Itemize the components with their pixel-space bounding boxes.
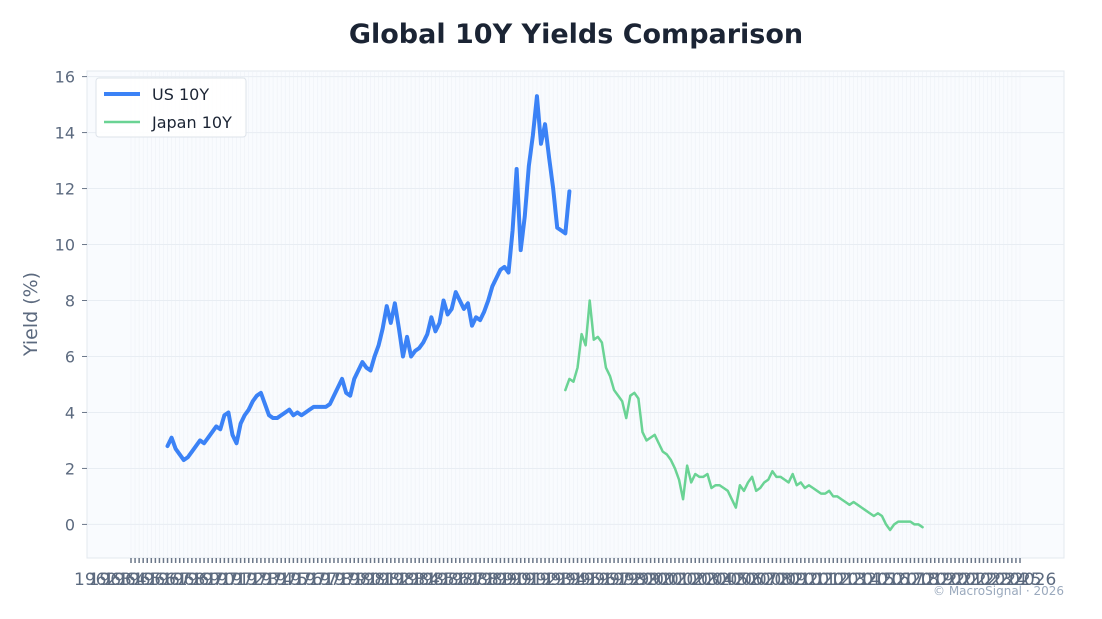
x-tick-label: 1981	[353, 570, 396, 590]
x-tick-label: 1965	[118, 570, 161, 590]
y-tick-label: 10	[55, 236, 75, 255]
x-tick-label: 1976	[279, 570, 322, 590]
credit-text: © MacroSignal · 2026	[933, 584, 1064, 598]
x-tick-label: 1972	[221, 570, 264, 590]
x-tick-label: 1974	[250, 570, 293, 590]
legend: US 10Y Japan 10Y	[95, 77, 247, 138]
x-tick-label: 1971	[206, 570, 249, 590]
x-tick-label: 2022	[954, 570, 997, 590]
x-tick-label: 2020	[925, 570, 968, 590]
x-tick-label: 1992	[514, 570, 557, 590]
x-tick-label: 2002	[661, 570, 704, 590]
y-axis-label: Yield (%)	[20, 272, 42, 357]
x-tick-label: 2014	[837, 570, 880, 590]
x-tick-label: 2009	[764, 570, 807, 590]
x-tick-label: 1993	[529, 570, 572, 590]
x-tick-label: 1990	[485, 570, 528, 590]
x-tick-label: 2025	[998, 570, 1041, 590]
x-tick-label: 1980	[338, 570, 381, 590]
legend-label-us-10y: US 10Y	[152, 85, 209, 104]
x-tick-label: 2012	[808, 570, 851, 590]
x-tick-label: 1999	[617, 570, 660, 590]
x-tick-label: 1962	[74, 570, 117, 590]
x-tick-label: 1997	[588, 570, 631, 590]
x-tick-label: 1967	[147, 570, 190, 590]
x-tick-label: 2016	[866, 570, 909, 590]
chart-title: Global 10Y Yields Comparison	[349, 19, 803, 50]
x-tick-label: 1989	[470, 570, 513, 590]
x-tick-label: 1986	[426, 570, 469, 590]
x-tick-label: 1970	[191, 570, 234, 590]
x-tick-label: 2000	[632, 570, 675, 590]
x-tick-label: 1966	[133, 570, 176, 590]
grid-lines	[87, 71, 1064, 558]
x-tick-label: 1979	[323, 570, 366, 590]
x-tick-label: 2006	[720, 570, 763, 590]
legend-label-japan-10y: Japan 10Y	[151, 113, 232, 132]
x-tick-label: 1982	[367, 570, 410, 590]
series-layer	[165, 94, 924, 532]
x-tick-label: 2005	[705, 570, 748, 590]
y-tick-label: 14	[55, 124, 75, 143]
x-tick-label: 2013	[822, 570, 865, 590]
series-line-us-10y	[165, 94, 572, 463]
x-tick-label: 2010	[778, 570, 821, 590]
x-tick-label: 2019	[910, 570, 953, 590]
x-tick-label: 1973	[235, 570, 278, 590]
x-tick-label: 2023	[969, 570, 1012, 590]
x-tick-label: 1968	[162, 570, 205, 590]
x-tick-label: 2017	[881, 570, 924, 590]
x-tick-label: 2003	[676, 570, 719, 590]
x-tick-label: 1964	[103, 570, 146, 590]
x-tick-label: 1988	[455, 570, 498, 590]
x-tick-label: 2024	[984, 570, 1027, 590]
x-tick-label: 1969	[177, 570, 220, 590]
y-tick-label: 0	[65, 515, 75, 534]
x-tick-label: 2001	[646, 570, 689, 590]
series-line-japan-10y	[564, 299, 924, 532]
x-tick-label: 1985	[411, 570, 454, 590]
x-tick-label: 2015	[852, 570, 895, 590]
x-tick-label: 2021	[940, 570, 983, 590]
x-tick-label: 1991	[499, 570, 542, 590]
y-tick-label: 4	[65, 403, 75, 422]
x-tick-label: 1983	[382, 570, 425, 590]
x-tick-label: 1994	[544, 570, 587, 590]
x-tick-label: 2008	[749, 570, 792, 590]
x-tick-label: 1998	[602, 570, 645, 590]
x-tick-label: 1995	[558, 570, 601, 590]
x-tick-label: 1984	[397, 570, 440, 590]
x-tick-label: 2004	[690, 570, 733, 590]
x-tick-label: 1963	[89, 570, 132, 590]
y-axis: 0 2 4 6 8 10 12 14 16	[55, 68, 87, 534]
y-tick-label: 2	[65, 459, 75, 478]
x-tick-label: 1987	[441, 570, 484, 590]
x-tick-label: 1978	[309, 570, 352, 590]
y-tick-label: 12	[55, 180, 75, 199]
y-tick-label: 8	[65, 292, 75, 311]
x-tick-label: 2011	[793, 570, 836, 590]
x-tick-label: 1996	[573, 570, 616, 590]
x-tick-label: 2007	[734, 570, 777, 590]
x-tick-label: 1975	[265, 570, 308, 590]
plot-area	[86, 70, 1065, 559]
x-axis: 1962196319641965196619671968196919701971…	[74, 558, 1056, 590]
x-tick-label: 1977	[294, 570, 337, 590]
x-tick-label: 2018	[896, 570, 939, 590]
y-tick-label: 6	[65, 347, 75, 366]
x-tick-label: 2026	[1013, 570, 1056, 590]
y-tick-label: 16	[55, 68, 75, 87]
